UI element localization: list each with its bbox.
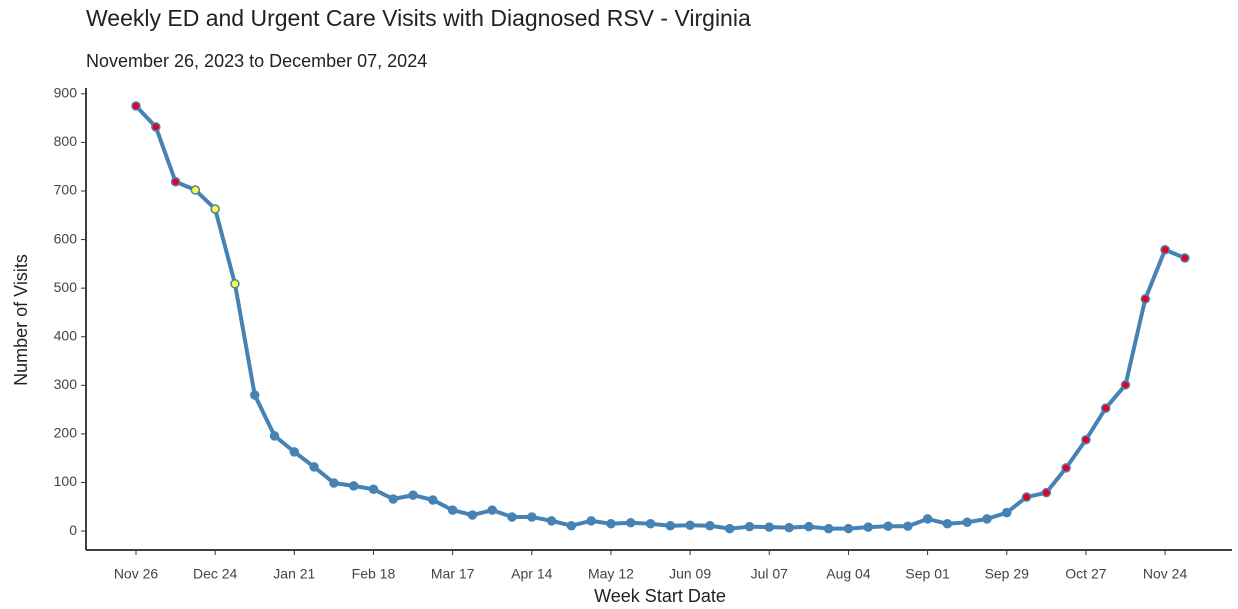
point [566,520,577,531]
point [744,521,755,532]
point [626,518,636,528]
point [982,514,992,524]
y-tick-label: 900 [54,85,78,101]
point [685,520,695,530]
point [784,522,794,533]
line [134,104,1186,531]
point [388,494,399,504]
x-axis-title: Week Start Date [594,586,726,606]
point [546,516,557,526]
point [645,519,656,529]
point [922,514,933,524]
x-tick-label: Feb 18 [352,566,396,582]
chart-subtitle: November 26, 2023 to December 07, 2024 [86,51,427,71]
x-tick-label: Sep 29 [985,566,1030,582]
point [151,122,161,132]
point [289,447,300,457]
y-tick-label: 300 [54,376,78,392]
point [764,522,775,532]
point [269,431,280,441]
point [1160,245,1170,255]
x-tick-label: Apr 14 [511,566,552,582]
point [1081,434,1091,445]
point [724,523,735,534]
y-tick-label: 100 [54,473,78,489]
point [1021,492,1032,502]
point [230,279,240,289]
x-tick-label: Nov 26 [114,566,159,582]
point [447,505,458,515]
point [408,490,418,500]
point [1041,487,1052,498]
point [883,521,893,531]
point [962,517,972,528]
point [1061,463,1071,473]
point [210,204,220,214]
point [467,510,478,520]
chart-title: Weekly ED and Urgent Care Visits with Di… [86,5,751,31]
point [131,101,141,111]
y-axis-title: Number of Visits [11,254,31,386]
point [843,523,854,534]
x-tick-label: May 12 [588,566,634,582]
y-tick-label: 0 [69,522,77,538]
point [665,520,676,531]
x-tick-label: Sep 01 [905,566,950,582]
x-tick-label: Dec 24 [193,566,238,582]
x-tick-label: Mar 17 [431,566,475,582]
point [190,185,201,195]
point [705,520,715,531]
point [586,516,596,526]
point [329,478,339,488]
point [507,512,517,522]
x-tick-label: Jan 21 [273,566,315,582]
y-tick-label: 600 [54,230,78,246]
x-tick-label: Nov 24 [1143,566,1188,582]
point [348,481,359,491]
point [1180,253,1190,263]
y-tick-label: 200 [54,425,78,441]
point [428,495,438,505]
x-tick-label: Jul 07 [751,566,789,582]
point [804,521,814,532]
point [942,519,953,529]
point [823,523,834,534]
x-tick-label: Aug 04 [826,566,871,582]
point [309,462,319,472]
point [1140,294,1151,304]
point [903,521,913,531]
point [1002,507,1012,518]
point [1100,403,1111,413]
x-tick-label: Jun 09 [669,566,711,582]
point [249,390,260,400]
y-tick-label: 800 [54,133,78,149]
y-tick-label: 700 [54,182,78,198]
point [170,177,181,187]
point [1120,380,1131,390]
y-tick-label: 400 [54,327,78,343]
point [527,512,537,522]
x-tick-label: Oct 27 [1065,566,1106,582]
point [863,522,873,532]
y-tick-label: 500 [54,279,78,295]
point [368,484,379,495]
point [606,519,616,529]
point [487,505,497,515]
